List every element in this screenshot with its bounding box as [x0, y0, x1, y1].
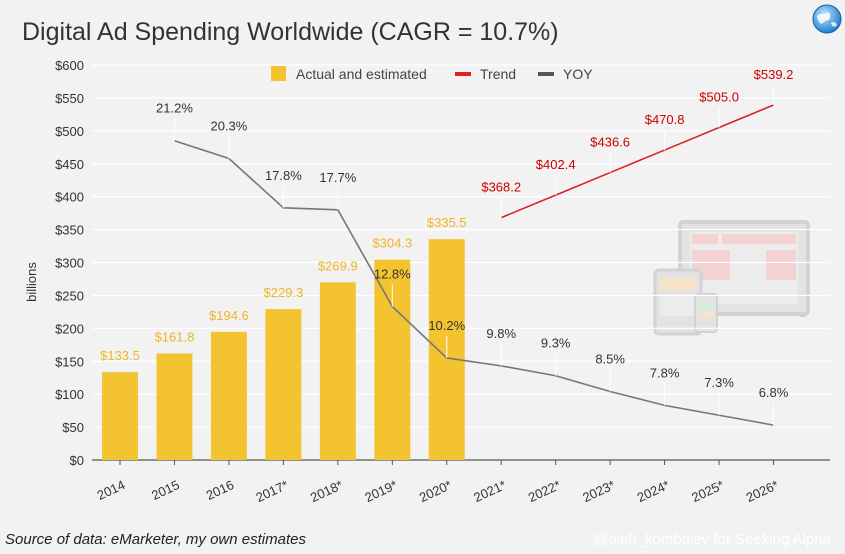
trend-data-label: $368.2 — [481, 180, 521, 195]
y-tick-label: $100 — [55, 387, 84, 402]
yoy-data-label: 7.3% — [704, 375, 734, 390]
bar — [319, 282, 356, 460]
trend-data-label: $505.0 — [699, 90, 739, 105]
legend-label-trend: Trend — [480, 66, 516, 82]
y-tick-label: $400 — [55, 190, 84, 205]
yoy-data-label: 10.2% — [428, 318, 465, 333]
y-tick-label: $600 — [55, 58, 84, 73]
yoy-data-label: 17.7% — [319, 170, 356, 185]
bar — [102, 372, 138, 460]
legend-label-actual: Actual and estimated — [296, 66, 427, 82]
legend-swatch-trend — [455, 72, 471, 76]
yoy-data-label: 12.8% — [374, 267, 411, 282]
bar — [156, 353, 193, 460]
yoy-data-label: 9.3% — [541, 336, 571, 351]
bar-data-label: $335.5 — [427, 215, 467, 230]
bar — [265, 309, 302, 460]
yoy-data-label: 17.8% — [265, 168, 302, 183]
x-axis: 2014 2015 2016 2017* 2018* 2019* 2020* 2021* 202… — [95, 460, 781, 505]
x-tick-label: 2023* — [580, 477, 617, 505]
bar-data-label: $133.5 — [100, 348, 140, 363]
x-tick-label: 2015 — [149, 477, 182, 503]
x-tick-label: 2016 — [204, 477, 237, 503]
y-tick-label: $350 — [55, 223, 84, 238]
trend-data-label: $402.4 — [536, 157, 576, 172]
yoy-data-label: 20.3% — [210, 118, 247, 133]
yoy-data-label: 6.8% — [759, 385, 789, 400]
bars: $133.5 $161.8 $194.6 $229.3 $269.9 $304.3 $335… — [100, 215, 467, 460]
bar-data-label: $194.6 — [209, 308, 249, 323]
bar-data-label: $269.9 — [318, 258, 358, 273]
trend-data-label: $436.6 — [590, 135, 630, 150]
yoy-data-label: 8.5% — [595, 352, 625, 367]
x-tick-label: 2018* — [308, 477, 345, 505]
y-tick-label: $450 — [55, 157, 84, 172]
x-tick-label: 2026* — [744, 477, 781, 505]
legend-swatch-yoy — [538, 72, 554, 76]
y-tick-label: $250 — [55, 288, 84, 303]
trend-data-label: $539.2 — [754, 67, 794, 82]
x-tick-label: 2014 — [95, 477, 128, 503]
yoy-data-label: 7.8% — [650, 365, 680, 380]
trend-series: $368.2 $402.4 $436.6 $470.8 $505.0 $539.2 — [481, 67, 794, 219]
x-tick-label: 2017* — [254, 477, 291, 505]
yoy-series: 21.2% 20.3% 17.8% 17.7% 12.8% 10.2% 9.8% 9.3% 8.… — [156, 101, 789, 426]
y-tick-label: $150 — [55, 354, 84, 369]
x-tick-label: 2021* — [471, 477, 508, 505]
y-tick-label: $50 — [62, 420, 84, 435]
source-note: Source of data: eMarketer, my own estima… — [5, 531, 306, 548]
yoy-data-label: 21.2% — [156, 101, 193, 116]
devices-illustration — [653, 220, 810, 336]
globe-icon — [812, 4, 842, 34]
y-axis: $0 $50 $100 $150 $200 $250 $300 $350 $400 $450 $50… — [55, 58, 84, 468]
x-tick-label: 2025* — [689, 477, 726, 505]
trend-data-label: $470.8 — [645, 112, 685, 127]
x-tick-label: 2019* — [362, 477, 399, 505]
y-axis-label: billions — [24, 262, 39, 302]
chart-title: Digital Ad Spending Worldwide (CAGR = 10… — [22, 18, 559, 46]
bar-data-label: $304.3 — [372, 236, 412, 251]
y-tick-label: $300 — [55, 256, 84, 271]
legend: Actual and estimated Trend YOY — [271, 66, 593, 82]
y-tick-label: $0 — [70, 453, 84, 468]
x-tick-label: 2022* — [526, 477, 563, 505]
watermark: @oleh_kombaiev for Seeking Alpha — [593, 531, 831, 548]
x-tick-label: 2024* — [635, 477, 672, 505]
y-tick-label: $500 — [55, 124, 84, 139]
trend-line — [500, 104, 774, 219]
bar-data-label: $161.8 — [155, 329, 195, 344]
x-tick-label: 2020* — [417, 477, 454, 505]
yoy-line — [174, 139, 774, 426]
bar — [210, 331, 247, 460]
y-tick-label: $550 — [55, 91, 84, 106]
legend-swatch-actual — [271, 66, 286, 81]
legend-label-yoy: YOY — [563, 66, 593, 82]
bar-data-label: $229.3 — [264, 285, 304, 300]
y-tick-label: $200 — [55, 321, 84, 336]
yoy-data-label: 9.8% — [486, 326, 516, 341]
